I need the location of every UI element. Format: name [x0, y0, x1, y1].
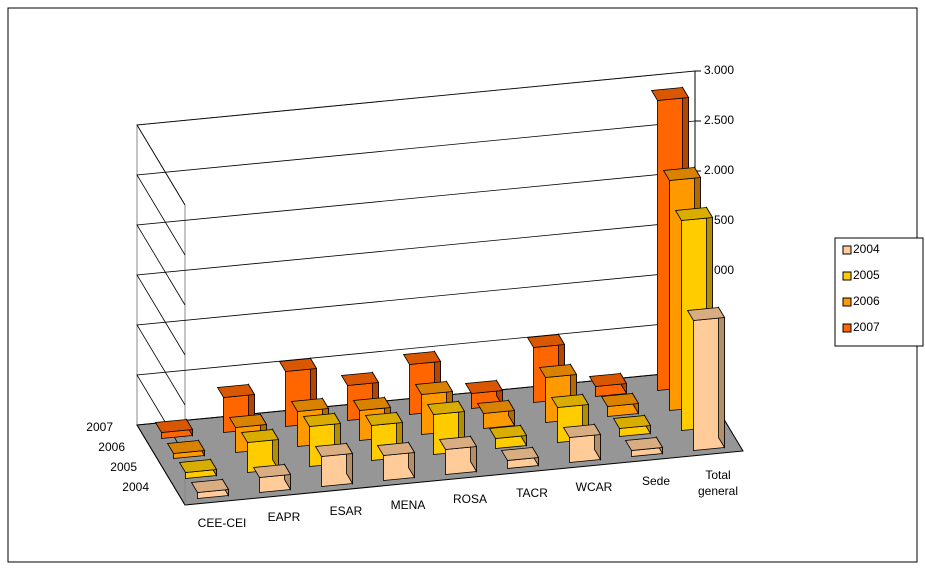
bar: [500, 446, 540, 469]
bar-top: [352, 397, 392, 411]
bar-top: [290, 398, 330, 412]
bar: [252, 463, 292, 493]
bar-top: [476, 400, 516, 414]
depth-label: 2007: [86, 420, 113, 434]
bar: [588, 372, 628, 397]
x-tick-label: WCAR: [576, 480, 613, 494]
bar-top: [314, 443, 354, 457]
bar-top: [240, 429, 280, 443]
bar-top: [526, 334, 566, 348]
grid-line: [136, 170, 696, 306]
bar-top: [662, 167, 702, 181]
grid-line: [136, 70, 696, 206]
bar-top: [488, 425, 528, 439]
bar: [154, 418, 194, 439]
bar: [488, 424, 528, 449]
bar-top: [302, 413, 342, 427]
y-tick-label: 2.000: [704, 163, 734, 177]
x-tick-label: EAPR: [268, 510, 301, 524]
bar: [376, 441, 416, 481]
chart-frame: [7, 7, 918, 563]
grid-line: [136, 220, 696, 356]
bar-top: [464, 380, 504, 394]
bar-top: [178, 459, 218, 473]
bar: [240, 428, 280, 473]
bar-top: [500, 447, 540, 461]
legend-swatch: [842, 245, 852, 255]
bar-top: [190, 479, 230, 493]
bar: [166, 439, 206, 459]
x-tick-label: Total: [705, 468, 730, 482]
bar: [476, 399, 516, 429]
bar-top: [438, 436, 478, 450]
bar: [190, 478, 230, 499]
grid-line: [136, 270, 696, 406]
bar-top: [650, 87, 690, 101]
bar-top: [624, 437, 664, 451]
bar-top: [278, 358, 318, 372]
bar-top: [252, 464, 292, 478]
bar-top: [228, 414, 268, 428]
x-tick-label: TACR: [516, 486, 548, 500]
bar: [686, 306, 726, 451]
bar-top: [550, 394, 590, 408]
bar: [438, 435, 478, 475]
bar-top: [340, 372, 380, 386]
legend-swatch: [842, 297, 852, 307]
plot-area: 05001.0001.5002.0002.5003.000CEE-CEIEAPR…: [86, 63, 744, 530]
bar: [562, 423, 602, 463]
bar-top: [538, 364, 578, 378]
x-tick-label: Sede: [642, 474, 670, 488]
bar: [314, 442, 354, 487]
depth-label: 2004: [122, 480, 149, 494]
bar-top: [674, 207, 714, 221]
bar-side: [718, 306, 725, 449]
x-tick-label: CEE-CEI: [198, 516, 247, 530]
bar-top: [426, 401, 466, 415]
bar-top: [612, 415, 652, 429]
legend-swatch: [842, 271, 852, 281]
bar-top: [600, 393, 640, 407]
legend-label: 2005: [853, 268, 880, 282]
depth-label: 2005: [110, 460, 137, 474]
bar-top: [562, 424, 602, 438]
grid-line: [136, 120, 696, 256]
x-tick-label: ESAR: [330, 504, 363, 518]
bar-top: [364, 412, 404, 426]
grid-line: [136, 370, 696, 506]
bar: [624, 436, 664, 457]
x-tick-label: ROSA: [453, 492, 487, 506]
bar-top: [376, 442, 416, 456]
bar-top: [154, 419, 194, 433]
y-tick-label: 3.000: [704, 63, 734, 77]
bar-top: [686, 307, 726, 321]
x-tick-label: general: [698, 484, 738, 498]
depth-label: 2006: [98, 440, 125, 454]
legend-swatch: [842, 323, 852, 333]
bar-top: [166, 440, 206, 454]
bar: [612, 414, 652, 437]
bar: [178, 458, 218, 479]
bar-top: [588, 373, 628, 387]
bar: [600, 392, 640, 417]
legend-label: 2004: [853, 242, 880, 256]
x-tick-label: MENA: [391, 498, 426, 512]
y-tick-label: 2.500: [704, 113, 734, 127]
legend-label: 2006: [853, 294, 880, 308]
bar-top: [414, 381, 454, 395]
bar-top: [402, 351, 442, 365]
bar-top: [216, 384, 256, 398]
legend-label: 2007: [853, 320, 880, 334]
